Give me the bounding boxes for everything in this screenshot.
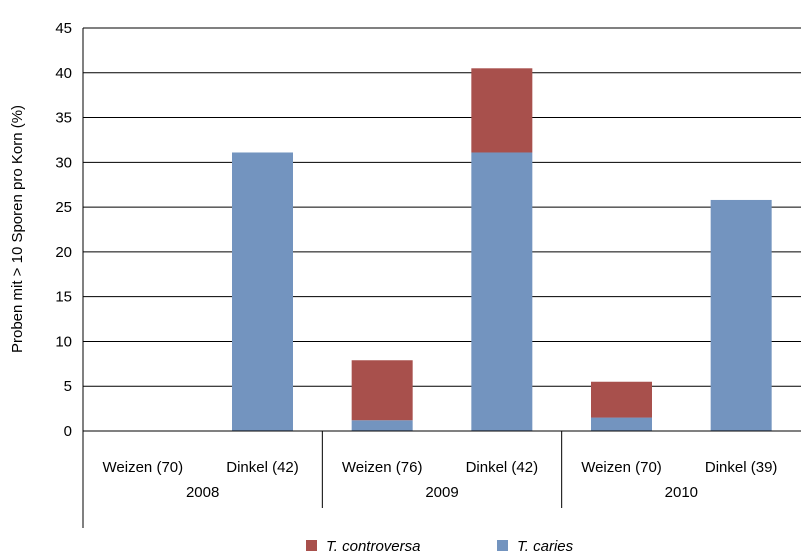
x-category-label: Dinkel (39) — [705, 459, 778, 476]
y-tick-label: 40 — [55, 65, 72, 82]
x-category-labels: Weizen (70) Dinkel (42) Weizen (76) Dinkel … — [103, 459, 778, 476]
bar-segment — [710, 199, 772, 431]
y-tick-label: 25 — [55, 199, 72, 216]
y-tick-label: 5 — [64, 378, 72, 395]
legend: T. controversa T. caries — [306, 538, 574, 555]
legend-swatch — [306, 540, 317, 551]
bars — [232, 68, 772, 431]
x-category-label: Weizen (70) — [103, 459, 184, 476]
gridlines — [83, 27, 801, 387]
y-tick-label: 30 — [55, 154, 72, 171]
group-label: 2008 — [186, 484, 219, 501]
y-tick-label: 0 — [64, 423, 72, 440]
legend-label: T. controversa — [326, 538, 421, 555]
bar-segment — [351, 360, 413, 421]
legend-label: T. caries — [517, 538, 574, 555]
y-tick-labels: 0 5 10 15 20 25 30 35 40 45 — [55, 20, 72, 440]
y-tick-label: 15 — [55, 289, 72, 306]
bar-segment — [232, 152, 293, 431]
bar-segment — [591, 417, 652, 431]
legend-swatch — [497, 540, 508, 551]
bar-segment — [351, 420, 413, 431]
axes — [82, 28, 801, 528]
x-category-label: Weizen (76) — [342, 459, 423, 476]
bar-segment — [591, 381, 652, 418]
bar-segment — [471, 68, 533, 153]
y-tick-label: 35 — [55, 110, 72, 127]
x-category-label: Dinkel (42) — [226, 459, 299, 476]
y-axis-label: Proben mit > 10 Sporen pro Korn (%) — [9, 105, 26, 353]
y-tick-label: 45 — [55, 20, 72, 37]
x-category-label: Weizen (70) — [581, 459, 662, 476]
y-tick-label: 20 — [55, 244, 72, 261]
group-label: 2009 — [425, 484, 458, 501]
bar-segment — [471, 152, 533, 431]
y-tick-label: 10 — [55, 333, 72, 350]
x-category-label: Dinkel (42) — [466, 459, 539, 476]
group-label: 2010 — [665, 484, 698, 501]
group-labels: 2008 2009 2010 — [186, 484, 698, 501]
